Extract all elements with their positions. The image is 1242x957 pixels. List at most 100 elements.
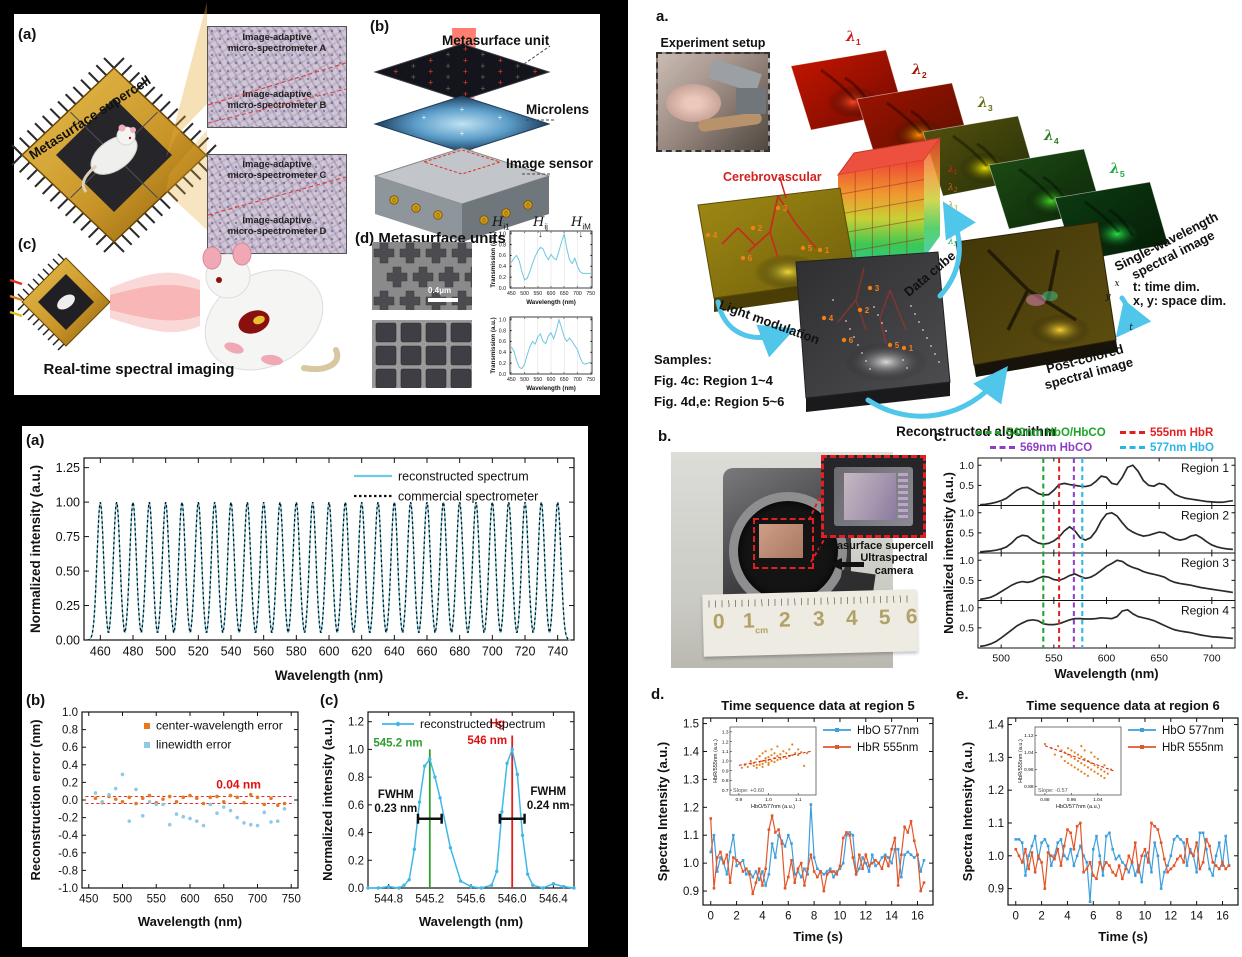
svg-text:HbO 577nm: HbO 577nm [857, 725, 919, 737]
svg-text:FWHM: FWHM [378, 789, 414, 801]
svg-text:0.4: 0.4 [499, 350, 506, 356]
svg-text:Slope: +0.60: Slope: +0.60 [733, 788, 764, 794]
region-legend-3: 577nm HbO [1120, 442, 1214, 454]
svg-text:1.0: 1.0 [62, 707, 78, 719]
svg-text:450: 450 [79, 894, 98, 906]
layer-label-metasurface-unit: Metasurface unit [442, 33, 550, 48]
svg-text:545.2: 545.2 [415, 894, 444, 906]
svg-text:0.0: 0.0 [499, 286, 506, 292]
svg-text:1.2: 1.2 [722, 739, 729, 745]
svg-text:HbR 555nm: HbR 555nm [1162, 742, 1223, 754]
svg-text:0.0: 0.0 [499, 372, 506, 378]
lambda-label-3: λ3 [978, 95, 993, 113]
svg-text:640: 640 [384, 645, 405, 659]
svg-text:6: 6 [1090, 911, 1096, 923]
svg-text:reconstructed spectrum: reconstructed spectrum [420, 717, 545, 731]
svg-text:-0.4: -0.4 [58, 830, 78, 842]
svg-text:Region 3: Region 3 [1181, 556, 1229, 570]
svg-text:1.0: 1.0 [722, 759, 729, 765]
ruler-number-3: 3 [812, 607, 825, 631]
svg-text:0.96: 0.96 [1024, 767, 1034, 773]
svg-text:λ5: λ5 [947, 237, 958, 248]
svg-text:0.75: 0.75 [56, 530, 80, 544]
svg-text:1.0: 1.0 [683, 858, 699, 870]
svg-text:1.00: 1.00 [56, 495, 80, 509]
svg-text:700: 700 [573, 377, 582, 383]
svg-text:0.2: 0.2 [62, 777, 78, 789]
svg-text:720: 720 [515, 645, 536, 659]
region-legend-1: 555nm HbR [1120, 427, 1213, 439]
svg-text:+: + [498, 113, 503, 122]
svg-text:+: + [411, 73, 416, 82]
svg-text:14: 14 [1190, 911, 1203, 923]
svg-text:1: 1 [825, 246, 830, 255]
spectral-pipeline-illustration: λ1 λ2 λ3 λ4 λ5 1 2 3 4 5 6 1 2 3 4 5 6 xy t [697, 49, 1169, 419]
svg-text:Spectra Intensity (a.u.): Spectra Intensity (a.u.) [655, 742, 670, 881]
svg-text:Region 2: Region 2 [1181, 509, 1229, 523]
ruler-number-6: 6 [905, 605, 918, 629]
svg-text:x: x [1114, 279, 1119, 289]
svg-text:Transmission (a.u.): Transmission (a.u.) [490, 231, 497, 287]
svg-text:0.88: 0.88 [1040, 797, 1050, 803]
svg-text:1.0: 1.0 [348, 744, 364, 756]
svg-text:+: + [428, 67, 433, 76]
svg-text:Wavelength (nm): Wavelength (nm) [526, 299, 576, 306]
panel-a2-label: (a) [26, 432, 45, 449]
svg-text:+: + [463, 56, 468, 65]
svg-text:Wavelength (nm): Wavelength (nm) [526, 385, 576, 392]
svg-text:+: + [460, 129, 465, 138]
svg-text:700: 700 [248, 894, 267, 906]
svg-text:480: 480 [123, 645, 144, 659]
svg-text:3: 3 [783, 204, 788, 213]
svg-text:520: 520 [188, 645, 209, 659]
svg-text:1.12: 1.12 [1024, 733, 1034, 739]
svg-text:1.2: 1.2 [683, 802, 699, 814]
svg-text:2: 2 [758, 224, 763, 233]
svg-text:Hg: Hg [490, 718, 505, 730]
ruler-number-4: 4 [845, 606, 858, 631]
svg-text:560: 560 [253, 645, 274, 659]
svg-text:620: 620 [351, 645, 372, 659]
svg-text:580: 580 [286, 645, 307, 659]
svg-text:12: 12 [1164, 911, 1177, 923]
svg-text:0.25: 0.25 [56, 599, 80, 613]
svg-text:y: y [1104, 292, 1111, 302]
svg-text:0.7: 0.7 [722, 788, 729, 794]
svg-text:14: 14 [885, 911, 898, 923]
svg-text:0: 0 [526, 204, 530, 210]
h-term-ij: Hij ↓ [533, 215, 548, 239]
cerebrovascular-label: Cerebrovascular [723, 170, 822, 184]
svg-text:5: 5 [808, 244, 813, 253]
svg-text:0.9: 0.9 [736, 797, 743, 803]
ruler-number-2: 2 [778, 608, 791, 632]
svg-text:linewidth error: linewidth error [156, 738, 231, 752]
svg-text:t: t [1129, 323, 1133, 333]
svg-text:0.23 nm: 0.23 nm [374, 803, 417, 815]
svg-text:1.1: 1.1 [988, 818, 1004, 830]
svg-text:0.4: 0.4 [499, 264, 506, 270]
svg-text:700: 700 [573, 291, 582, 297]
svg-text:1.0: 1.0 [959, 555, 974, 567]
svg-text:2: 2 [865, 306, 870, 315]
svg-text:FWHM: FWHM [530, 786, 566, 798]
svg-text:1.25: 1.25 [56, 461, 80, 475]
svg-text:+: + [515, 61, 520, 70]
svg-text:Spectra Intensity (a.u.): Spectra Intensity (a.u.) [960, 742, 975, 881]
h-term-i1: Hi1 ↓ [492, 215, 510, 239]
svg-text:Normalized intensity (a.u.): Normalized intensity (a.u.) [320, 719, 335, 881]
svg-text:700: 700 [482, 645, 503, 659]
svg-text:1.3: 1.3 [722, 730, 729, 736]
svg-text:16: 16 [1216, 911, 1229, 923]
svg-text:0.2: 0.2 [499, 275, 506, 281]
svg-text:+: + [498, 67, 503, 76]
panel-rd-label: d. [651, 686, 665, 703]
chart-reconstruction-error: 450 500 550 600 650 700 750 -1.0 -0.8 -0.6 -0.4 -0.… [28, 707, 301, 929]
svg-text:0.9: 0.9 [683, 886, 699, 898]
panel-c-label: (c) [18, 236, 37, 253]
svg-text:0: 0 [1013, 911, 1019, 923]
svg-text:+: + [481, 50, 486, 59]
svg-text:5: 5 [895, 341, 900, 350]
svg-text:1: 1 [909, 344, 914, 353]
svg-text:0.6: 0.6 [499, 339, 506, 345]
